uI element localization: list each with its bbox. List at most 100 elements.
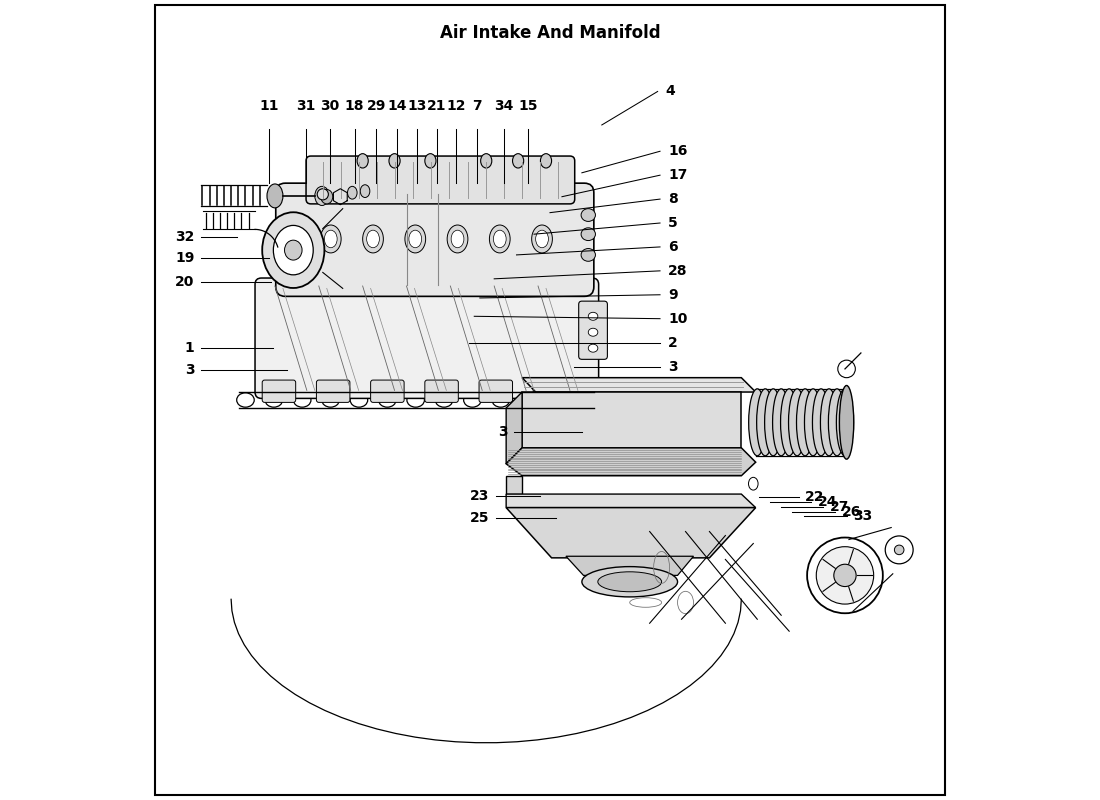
Ellipse shape (267, 184, 283, 208)
Ellipse shape (834, 564, 856, 586)
Text: 25: 25 (470, 511, 490, 525)
Text: 22: 22 (805, 490, 825, 504)
FancyBboxPatch shape (371, 380, 404, 402)
Ellipse shape (361, 185, 370, 198)
Text: 4: 4 (666, 85, 675, 98)
Text: 10: 10 (668, 312, 688, 326)
Ellipse shape (448, 225, 468, 253)
Text: 3: 3 (185, 362, 195, 377)
Ellipse shape (285, 240, 303, 260)
Ellipse shape (772, 389, 790, 456)
Ellipse shape (804, 389, 822, 456)
Ellipse shape (265, 393, 283, 407)
Ellipse shape (816, 546, 873, 604)
Ellipse shape (764, 389, 782, 456)
Polygon shape (522, 392, 741, 448)
Ellipse shape (807, 538, 883, 614)
Text: 19: 19 (175, 251, 195, 265)
Ellipse shape (320, 225, 341, 253)
Text: 11: 11 (260, 99, 279, 113)
Ellipse shape (321, 190, 333, 204)
Text: 1: 1 (185, 341, 195, 355)
Ellipse shape (789, 389, 805, 456)
Ellipse shape (588, 328, 597, 336)
Polygon shape (506, 448, 756, 476)
Text: 18: 18 (345, 99, 364, 113)
Ellipse shape (262, 212, 324, 288)
Ellipse shape (531, 225, 552, 253)
Polygon shape (565, 556, 693, 575)
Text: 24: 24 (818, 495, 837, 509)
Text: 27: 27 (829, 500, 849, 514)
Ellipse shape (839, 386, 854, 459)
Ellipse shape (490, 225, 510, 253)
Ellipse shape (317, 189, 329, 200)
Ellipse shape (513, 154, 524, 168)
Ellipse shape (581, 249, 595, 262)
FancyBboxPatch shape (579, 301, 607, 359)
Ellipse shape (407, 393, 425, 407)
Ellipse shape (463, 393, 481, 407)
Ellipse shape (520, 393, 538, 407)
Ellipse shape (324, 230, 337, 248)
Ellipse shape (236, 393, 254, 407)
Ellipse shape (582, 566, 678, 597)
Ellipse shape (378, 393, 396, 407)
Text: 5: 5 (668, 216, 678, 230)
Text: 20: 20 (175, 275, 195, 289)
Ellipse shape (540, 154, 551, 168)
Text: 3: 3 (498, 425, 508, 439)
Text: 17: 17 (668, 168, 688, 182)
Polygon shape (506, 476, 522, 494)
Text: Air Intake And Manifold: Air Intake And Manifold (440, 24, 660, 42)
Text: 7: 7 (472, 99, 482, 113)
FancyBboxPatch shape (425, 380, 459, 402)
Text: 16: 16 (668, 144, 688, 158)
Ellipse shape (836, 389, 854, 456)
Ellipse shape (536, 230, 549, 248)
Ellipse shape (358, 154, 368, 168)
Text: 29: 29 (366, 99, 386, 113)
Ellipse shape (363, 225, 384, 253)
Ellipse shape (749, 389, 766, 456)
Polygon shape (506, 508, 756, 558)
Ellipse shape (405, 225, 426, 253)
Text: 13: 13 (407, 99, 427, 113)
Ellipse shape (294, 393, 311, 407)
Ellipse shape (409, 230, 421, 248)
Ellipse shape (348, 186, 358, 199)
Polygon shape (522, 378, 756, 392)
Ellipse shape (436, 393, 453, 407)
Ellipse shape (588, 344, 597, 352)
Polygon shape (506, 494, 756, 508)
Ellipse shape (492, 393, 509, 407)
FancyBboxPatch shape (262, 380, 296, 402)
Ellipse shape (494, 230, 506, 248)
FancyBboxPatch shape (255, 278, 598, 398)
FancyBboxPatch shape (276, 183, 594, 296)
Text: 34: 34 (494, 99, 514, 113)
Text: 2: 2 (668, 336, 678, 350)
FancyBboxPatch shape (534, 380, 566, 402)
FancyBboxPatch shape (478, 380, 513, 402)
Text: 6: 6 (668, 240, 678, 254)
FancyBboxPatch shape (317, 380, 350, 402)
Text: 32: 32 (175, 230, 195, 243)
Ellipse shape (366, 230, 379, 248)
Text: 3: 3 (668, 359, 678, 374)
Ellipse shape (894, 545, 904, 554)
Text: 23: 23 (470, 489, 490, 502)
Text: 21: 21 (427, 99, 447, 113)
Ellipse shape (757, 389, 774, 456)
Text: 26: 26 (842, 505, 861, 518)
Ellipse shape (425, 154, 436, 168)
Ellipse shape (821, 389, 837, 456)
Polygon shape (506, 392, 522, 464)
Ellipse shape (315, 186, 329, 206)
Ellipse shape (389, 154, 400, 168)
Ellipse shape (481, 154, 492, 168)
Text: 28: 28 (668, 264, 688, 278)
Text: 14: 14 (387, 99, 407, 113)
Ellipse shape (274, 226, 313, 275)
Ellipse shape (838, 360, 856, 378)
